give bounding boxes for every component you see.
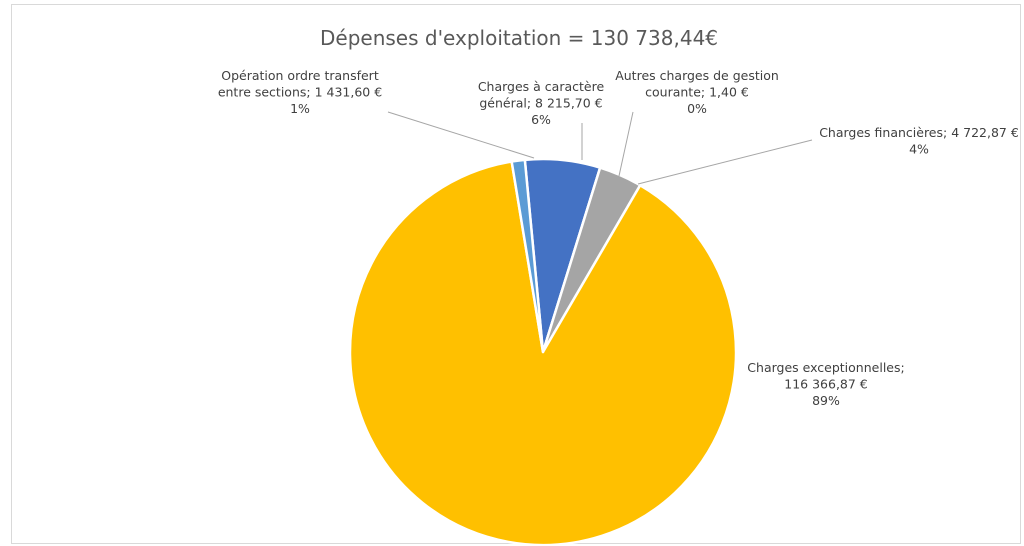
data-label-line: 6%: [531, 112, 551, 127]
data-label-line: 116 366,87 €: [784, 377, 868, 392]
data-label-line: Opération ordre transfert: [221, 68, 379, 83]
data-label-line: 4%: [909, 142, 929, 157]
data-label-5: Opération ordre transfert entre sections;…: [218, 68, 382, 116]
data-label-line: général; 8 215,70 €: [479, 96, 602, 111]
data-label-3: Charges financières; 4 722,87 € 4%: [819, 125, 1019, 157]
pie-slices: [350, 159, 736, 545]
leader-line-5: [388, 112, 534, 158]
leader-line-2: [619, 112, 633, 176]
data-label-line: 0%: [687, 101, 707, 116]
data-label-4: Charges exceptionnelles; 116 366,87 €89%: [747, 360, 904, 408]
leader-line-3: [638, 140, 812, 184]
data-label-line: Charges exceptionnelles;: [747, 360, 904, 375]
data-label-line: 89%: [812, 393, 840, 408]
data-label-line: Charges financières; 4 722,87 €: [819, 125, 1019, 140]
data-label-line: Autres charges de gestion: [615, 68, 779, 83]
chart-title: Dépenses d'exploitation = 130 738,44€: [320, 26, 718, 50]
data-label-line: entre sections; 1 431,60 €: [218, 85, 382, 100]
data-label-line: 1%: [290, 101, 310, 116]
data-label-1: Charges à caractère général; 8 215,70 €6%: [478, 79, 605, 127]
data-label-line: courante; 1,40 €: [645, 85, 749, 100]
data-label-line: Charges à caractère: [478, 79, 605, 94]
data-label-2: Autres charges de gestion courante; 1,40 …: [615, 68, 779, 116]
